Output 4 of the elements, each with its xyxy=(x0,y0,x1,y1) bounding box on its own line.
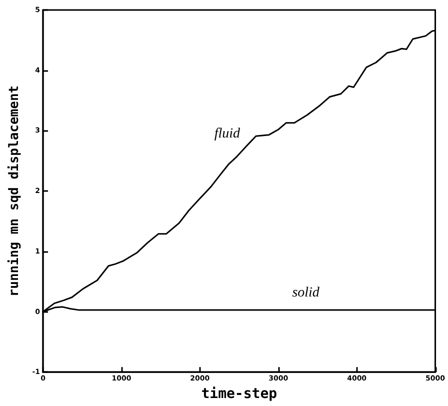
series-label: fluid xyxy=(214,126,242,142)
x-axis-title: time-step xyxy=(201,386,278,402)
series-label: solid xyxy=(292,285,320,300)
y-axis-title: running mn sqd displacement xyxy=(7,85,22,297)
